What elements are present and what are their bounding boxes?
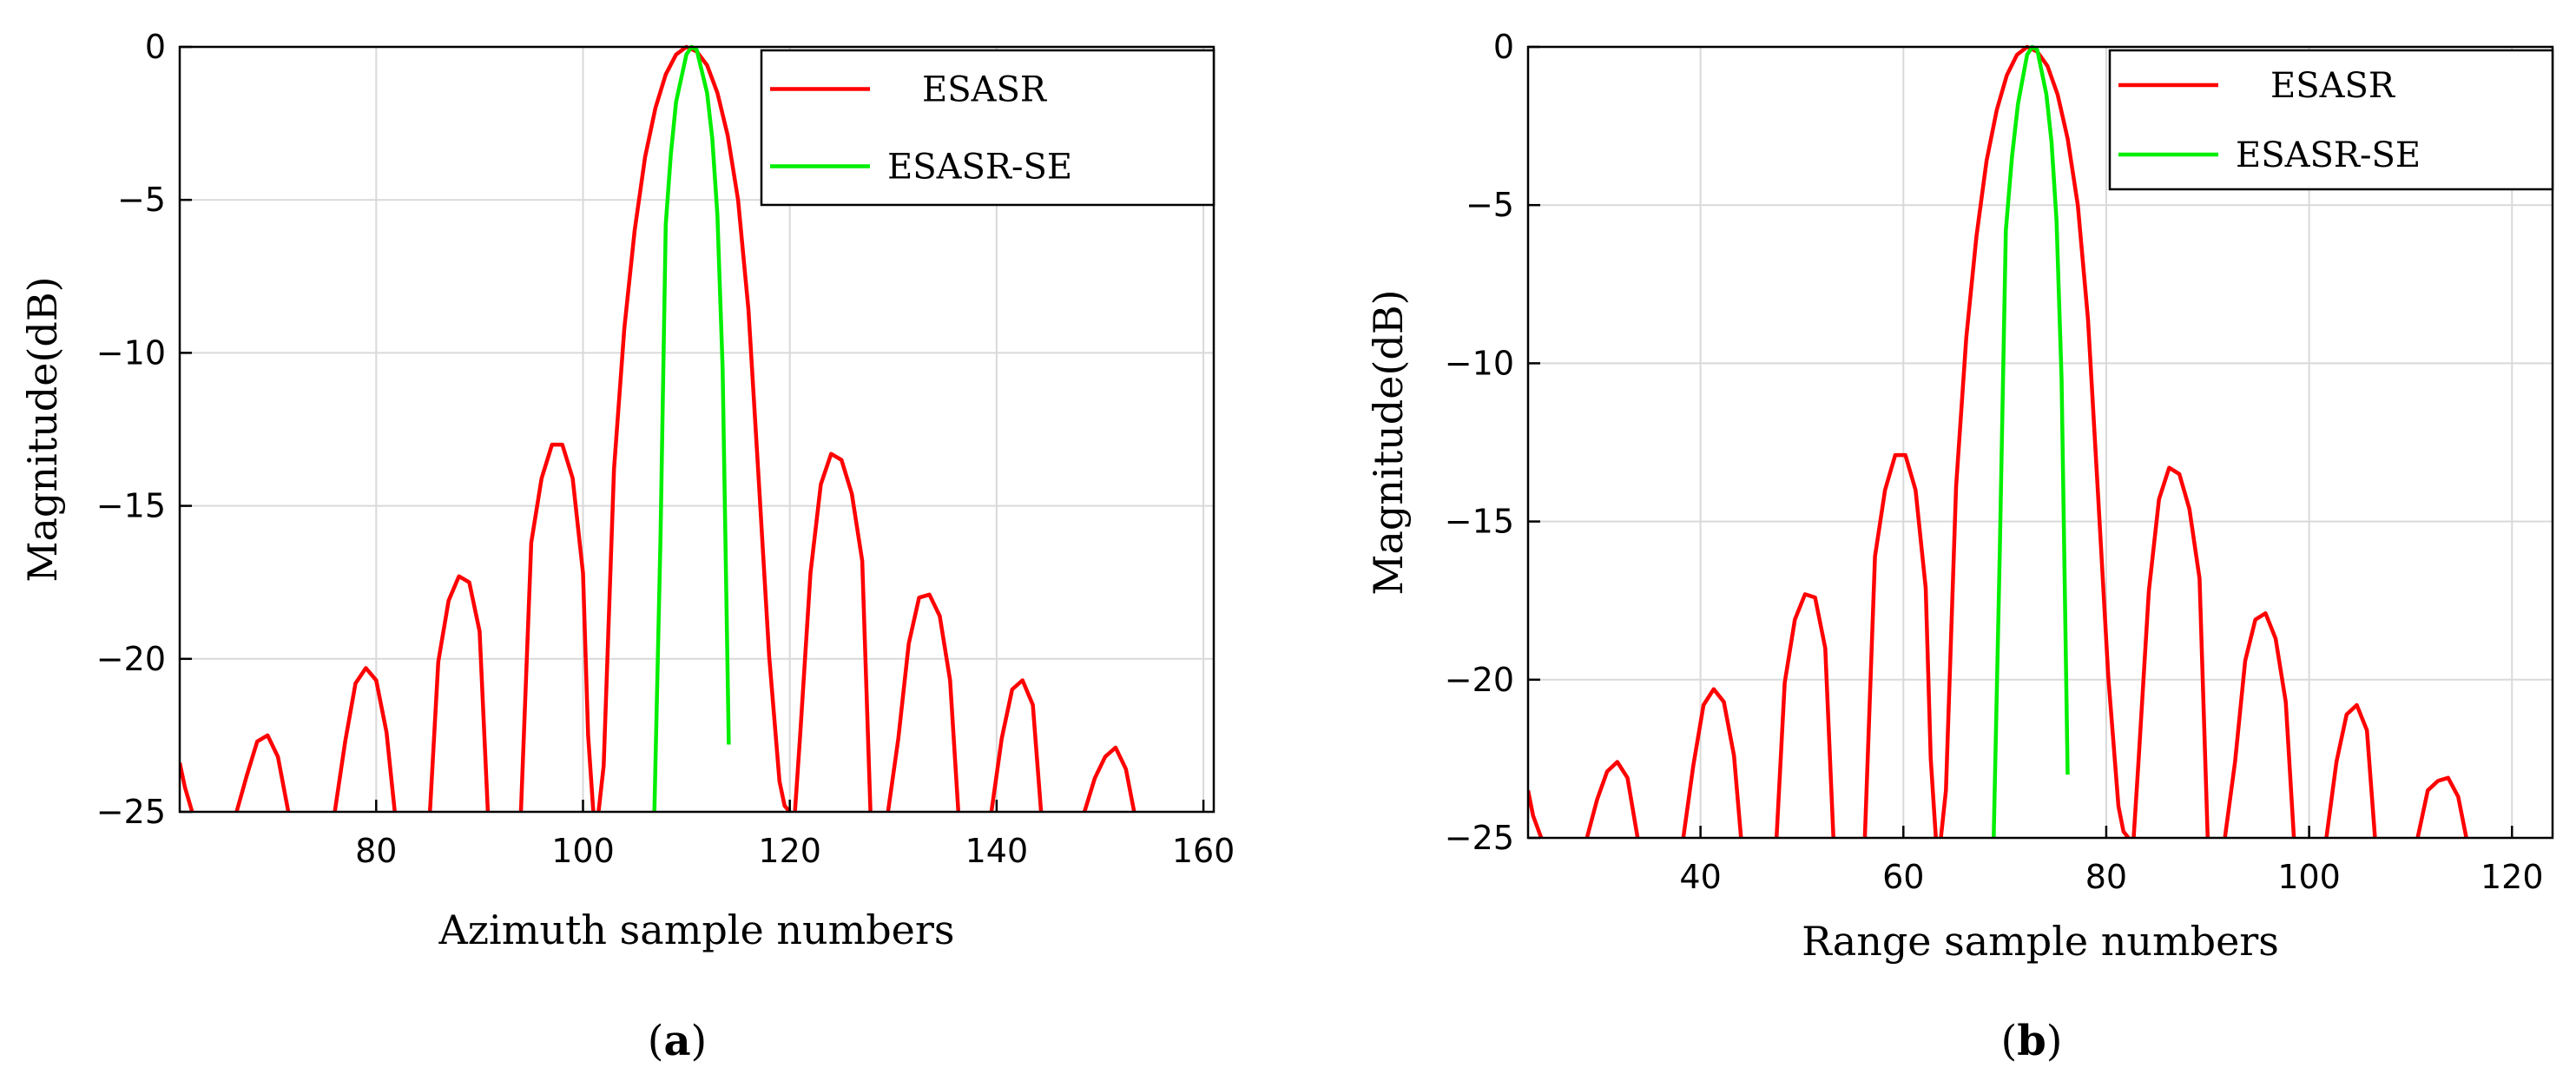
y-axis-label: Magnitude(dB): [19, 276, 66, 582]
series-line-segment: [333, 666, 397, 812]
legend-entry: ESASR-SE: [887, 148, 1072, 188]
series-line-segment: [886, 592, 961, 812]
series-line-segment: [2131, 465, 2210, 838]
series-line-segment: [793, 452, 873, 812]
y-tick-label: −20: [96, 640, 166, 678]
chart-panel-a: 80 100 120 140 160 0 −5 −10 −15 −20 −25 Azimuth sam…: [19, 28, 1235, 1065]
legend-entry: ESASR-SE: [2236, 135, 2421, 175]
series-line-segment: [1774, 592, 1835, 838]
series-line-segment: [234, 733, 291, 812]
y-tick-label: −10: [96, 333, 166, 372]
legend: ESASR ESASR-SE: [2108, 49, 2554, 191]
y-tick-label: −10: [1445, 344, 1514, 382]
y-tick-label: −15: [1445, 503, 1514, 541]
x-tick-label: 80: [355, 832, 397, 870]
y-tick-label: 0: [1493, 28, 1514, 66]
x-axis-label: Range sample numbers: [1802, 918, 2279, 965]
plot-frame: [178, 45, 1216, 814]
series-line-segment: [1528, 789, 1544, 838]
series-line-segment: [652, 44, 731, 812]
series-line-segment: [1862, 452, 1938, 838]
legend-entry: ESASR: [887, 70, 1048, 110]
legend-box: [760, 49, 1216, 207]
series-line-segment: [2324, 702, 2377, 838]
series-line-segment: [1584, 760, 1640, 838]
panel-caption: (a): [648, 1017, 708, 1065]
x-tick-label: 120: [2480, 858, 2544, 896]
x-tick-label: 160: [1172, 832, 1235, 870]
series-line-segment: [2415, 775, 2468, 838]
series-line-segment: [1681, 687, 1743, 838]
plot-frame: [1526, 45, 2554, 840]
x-axis-label: Azimuth sample numbers: [438, 906, 955, 953]
series-line-segment: [518, 442, 596, 812]
series-line-segment: [989, 678, 1044, 812]
x-tick-label: 80: [2085, 858, 2127, 896]
series-line-segment: [180, 762, 194, 812]
panel-caption-letter: a: [663, 1017, 690, 1065]
y-tick-label: −25: [1445, 819, 1514, 857]
chart-panel-b: 40 60 80 100 120 0 −5 −10 −15 −20 −25 Range sample …: [1365, 28, 2554, 1065]
legend: ESASR ESASR-SE: [760, 49, 1216, 207]
panel-caption: (b): [2000, 1017, 2062, 1065]
series-line-segment: [1082, 745, 1136, 812]
x-tick-label: 140: [965, 832, 1029, 870]
series-esasr-se: [1992, 44, 2070, 838]
x-tick-label: 100: [551, 832, 615, 870]
series-line-segment: [427, 574, 491, 812]
x-tick-label: 120: [758, 832, 821, 870]
y-tick-label: −5: [1466, 186, 1514, 224]
series-line-segment: [1939, 44, 2131, 838]
series-line-segment: [2223, 611, 2296, 838]
y-tick-label: −25: [96, 793, 166, 831]
y-tick-label: −20: [1445, 661, 1514, 699]
y-tick-label: −15: [96, 487, 166, 525]
x-tick-label: 40: [1679, 858, 1721, 896]
panel-caption-letter: b: [2017, 1017, 2046, 1065]
y-axis-label: Magnitude(dB): [1365, 289, 1412, 595]
legend-box: [2108, 49, 2554, 191]
x-tick-label: 100: [2277, 858, 2341, 896]
x-tick-label: 60: [1882, 858, 1924, 896]
legend-entry: ESASR: [2236, 66, 2396, 106]
series-esasr-se: [652, 44, 731, 812]
y-tick-label: −5: [117, 181, 166, 219]
series-line-segment: [1992, 44, 2070, 838]
y-tick-label: 0: [145, 28, 166, 66]
